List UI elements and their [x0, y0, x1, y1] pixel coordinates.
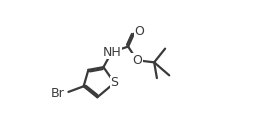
Text: NH: NH [102, 46, 121, 58]
Text: Br: Br [51, 87, 64, 100]
Text: O: O [132, 54, 142, 67]
Text: S: S [110, 76, 118, 89]
Text: O: O [134, 25, 144, 38]
